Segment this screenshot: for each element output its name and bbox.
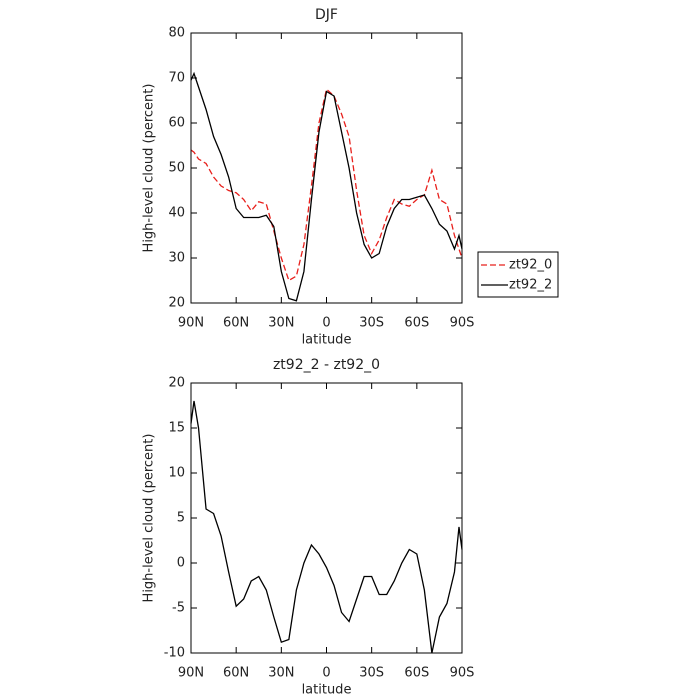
y-tick-label: 80 (168, 26, 185, 41)
y-tick-label: 30 (168, 251, 185, 266)
data-line (190, 88, 463, 282)
chart-title: zt92_2 - zt92_0 (273, 357, 380, 373)
y-tick-label: -5 (172, 601, 185, 616)
y-tick-label: 0 (177, 556, 185, 571)
x-tick-label: 60S (404, 666, 429, 681)
y-tick-label: -10 (164, 646, 185, 661)
y-tick-label: 40 (168, 206, 185, 221)
x-tick-label: 60N (223, 316, 249, 331)
legend-label: zt92_0 (509, 258, 552, 273)
y-axis-label: High-level cloud (percent) (142, 84, 157, 253)
x-tick-label: 0 (322, 666, 330, 681)
y-tick-label: 50 (168, 161, 185, 176)
data-line (190, 400, 463, 654)
x-tick-label: 0 (322, 316, 330, 331)
x-tick-label: 30N (268, 666, 294, 681)
y-tick-label: 5 (177, 511, 185, 526)
plot-frame (190, 32, 463, 304)
x-tick-label: 90N (178, 666, 204, 681)
y-tick-label: 15 (168, 421, 185, 436)
legend-box (477, 251, 559, 298)
y-tick-label: 70 (168, 71, 185, 86)
x-axis-label: latitude (302, 683, 352, 698)
x-tick-label: 60S (404, 316, 429, 331)
data-line (190, 71, 463, 302)
plot-frame (190, 382, 463, 654)
x-tick-label: 90S (450, 316, 475, 331)
legend-label: zt92_2 (509, 278, 552, 293)
x-axis-label: latitude (302, 333, 352, 348)
x-tick-label: 30N (268, 316, 294, 331)
x-tick-label: 30S (359, 316, 384, 331)
x-tick-label: 30S (359, 666, 384, 681)
y-tick-label: 20 (168, 296, 185, 311)
x-tick-label: 60N (223, 666, 249, 681)
y-tick-label: 10 (168, 466, 185, 481)
x-tick-label: 90S (450, 666, 475, 681)
y-tick-label: 20 (168, 376, 185, 391)
y-tick-label: 60 (168, 116, 185, 131)
chart-title: DJF (315, 7, 338, 23)
y-axis-label: High-level cloud (percent) (142, 434, 157, 603)
x-tick-label: 90N (178, 316, 204, 331)
legend: zt92_0 zt92_2 (477, 251, 559, 298)
